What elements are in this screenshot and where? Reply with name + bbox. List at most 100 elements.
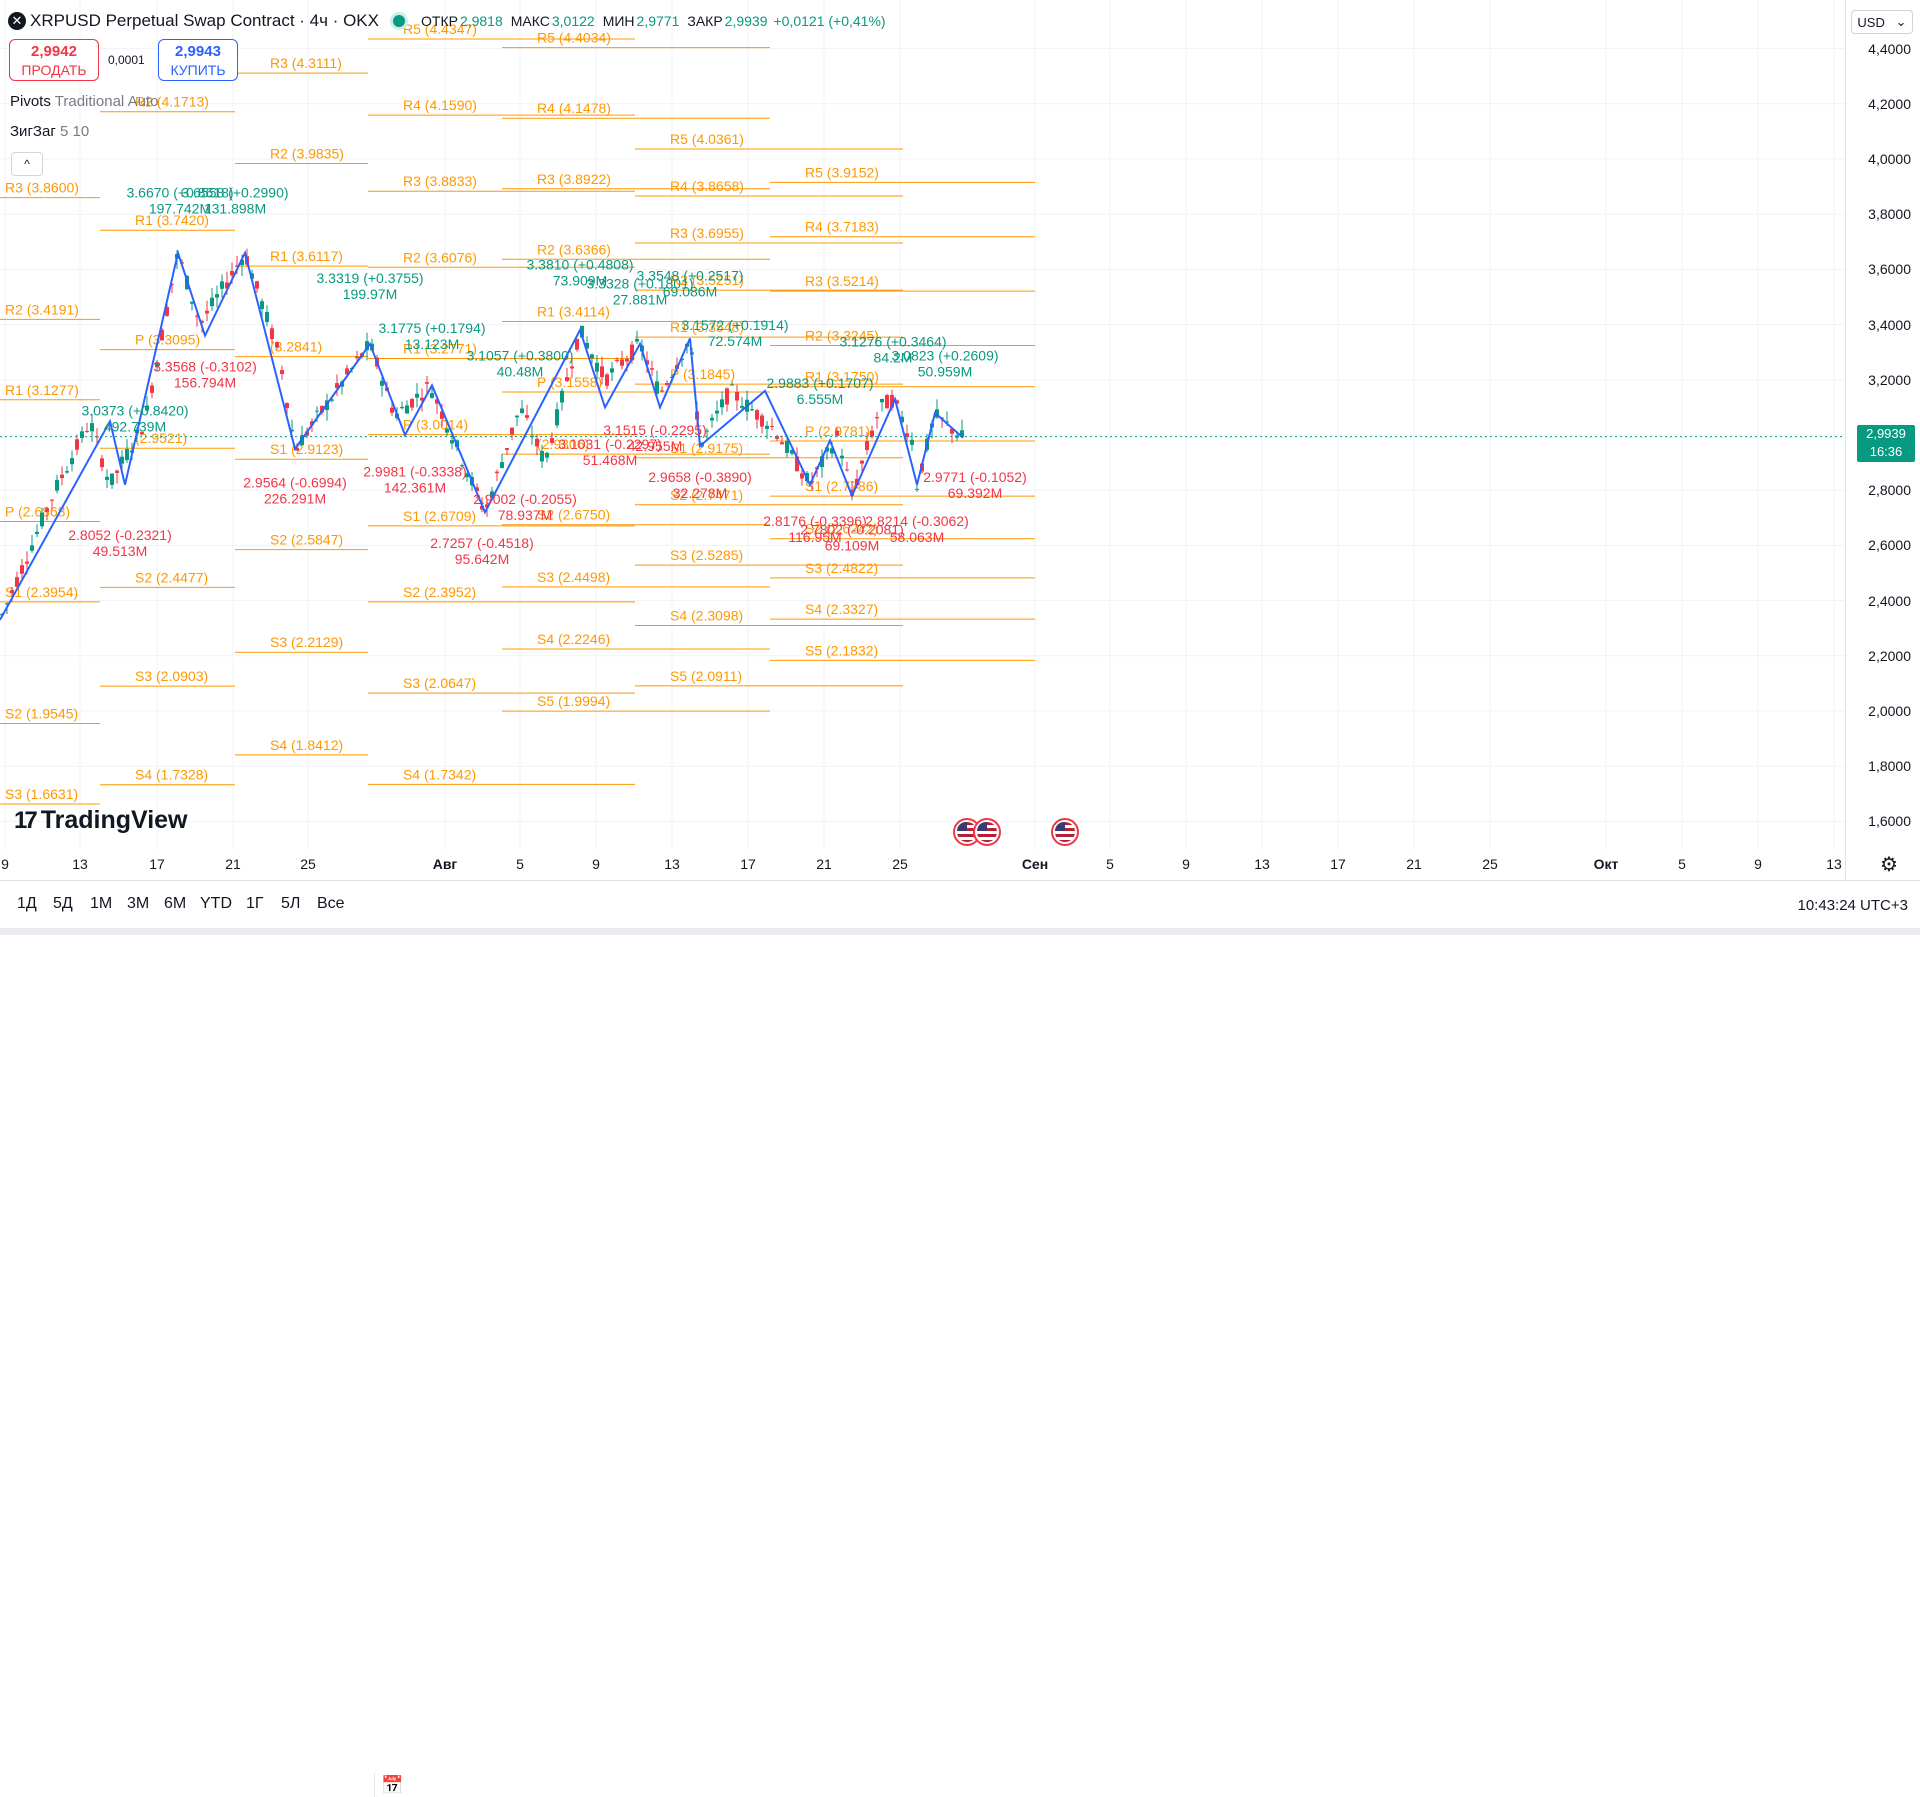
zigzag-label: 3.1276 (+0.3464)	[839, 334, 946, 350]
candle-body	[330, 399, 334, 401]
pivot-label: S3 (2.4822)	[805, 560, 878, 576]
candle-body	[490, 491, 494, 498]
candle-body	[870, 430, 874, 437]
range-button-5Л[interactable]: 5Л	[281, 895, 301, 912]
candle-body	[750, 409, 754, 411]
candle-body	[225, 282, 229, 289]
candle-body	[205, 310, 209, 314]
candle-body	[650, 368, 654, 370]
candle-body	[520, 408, 524, 413]
candle-body	[10, 590, 14, 594]
calendar-icon[interactable]: 📅	[374, 1773, 407, 1797]
candle-body	[280, 370, 284, 374]
candle-body	[555, 409, 559, 426]
zigzag-label: 2.8176 (-0.3396)	[763, 513, 867, 529]
price-chart[interactable]: R3 (3.8600) R2 (3.4191) R1 (3.1277) P (2.68…	[0, 0, 1845, 880]
range-button-Все[interactable]: Все	[317, 895, 345, 912]
range-button-5Д[interactable]: 5Д	[53, 895, 73, 912]
range-button-3М[interactable]: 3М	[127, 895, 150, 912]
bottom-strip	[0, 928, 1920, 935]
symbol-legend: ✕ XRPUSD Perpetual Swap Contract · 4ч · …	[8, 8, 886, 34]
time-tick-label: Авг	[432, 856, 458, 872]
candle-body	[765, 425, 769, 429]
candle-body	[795, 456, 799, 472]
sell-button[interactable]: 2,9942 ПРОДАТЬ	[9, 39, 99, 81]
range-button-YTD[interactable]: YTD	[200, 895, 232, 912]
zigzag-label: 3.1572 (+0.1914)	[681, 317, 788, 333]
candle-body	[620, 359, 624, 366]
candle-body	[855, 478, 859, 486]
currency-select[interactable]: USD ⌄	[1851, 10, 1913, 34]
candle-body	[35, 531, 39, 534]
zigzag-volume-label: 492.739M	[104, 419, 166, 435]
pivot-label: S1 (2.3954)	[5, 584, 78, 600]
zigzag-volume-label: 95.642M	[455, 551, 509, 567]
gear-icon[interactable]: ⚙	[1880, 853, 1898, 876]
pivot-label: R1 (3.3548)	[670, 319, 744, 335]
indicator-pivots[interactable]: Pivots Traditional Auto	[10, 93, 158, 110]
zigzag-label: 3.3548 (+0.2517)	[636, 267, 743, 283]
time-axis[interactable]: 9 13 17 21 25 Авг 5 9 13 17 21 25 Сен 5 9 13 17 21 25 Окт 5 9…	[0, 850, 1845, 880]
tradingview-logo[interactable]: 17 TradingView	[14, 806, 188, 835]
zigzag-volume-label: 199.97M	[343, 286, 397, 302]
candle-body	[410, 398, 414, 408]
zigzag-volume-label: 69.392M	[948, 485, 1002, 501]
bar-countdown: 16:36	[1869, 444, 1903, 459]
zigzag-volume-label: 131.898M	[204, 201, 266, 217]
x-logo-icon: ✕	[8, 12, 26, 30]
candle-body	[140, 432, 144, 435]
currency-value: USD	[1857, 14, 1885, 30]
collapse-legend-button[interactable]: ^	[11, 152, 43, 176]
pivot-label: R3 (4.3111)	[270, 55, 342, 71]
zigzag-line	[0, 249, 964, 621]
range-button-1Д[interactable]: 1Д	[17, 895, 37, 912]
candle-body	[195, 315, 199, 317]
pivot-label: R5 (4.4034)	[537, 30, 611, 46]
range-button-1М[interactable]: 1М	[90, 895, 113, 912]
symbol-title[interactable]: XRPUSD Perpetual Swap Contract · 4ч · OK…	[30, 11, 379, 30]
candle-body	[235, 265, 239, 267]
indicator-zigzag[interactable]: ЗигЗаг 5 10	[10, 123, 89, 140]
candle-body	[565, 377, 569, 382]
bottom-toolbar: 1Д 5Д 1М 3М 6М YTD 1Г 5Л Все 📅 10:43:24 UTC+3	[0, 880, 1920, 1797]
pivot-label: P (3.0014)	[403, 417, 468, 433]
candle-body	[735, 392, 739, 401]
candle-body	[25, 561, 29, 564]
pivot-label: S4 (2.3327)	[805, 601, 878, 617]
buy-button[interactable]: 2,9943 КУПИТЬ	[158, 39, 238, 81]
indicator-name: Pivots	[10, 93, 51, 110]
zigzag-label: 3.3568 (-0.3102)	[153, 359, 257, 375]
candle-body	[210, 297, 214, 307]
pivot-label: R5 (4.0361)	[670, 131, 744, 147]
pivot-label: P (3.3095)	[135, 332, 200, 348]
candle-body	[75, 439, 79, 450]
zigzag-label: 2.8214 (-0.3062)	[865, 513, 969, 529]
candle-body	[950, 428, 954, 434]
zigzag-volume-label: 69.086M	[663, 283, 717, 299]
candle-body	[515, 415, 519, 418]
price-tick-label: 3,6000	[1868, 261, 1911, 278]
candle-body	[100, 458, 104, 468]
price-tick-label: 4,4000	[1868, 40, 1911, 57]
chart-canvas[interactable]: R3 (3.8600) R2 (3.4191) R1 (3.1277) P (2.68…	[0, 0, 1845, 880]
pivot-label: R1 (3.6117)	[270, 248, 343, 264]
pivot-label: S3 (2.0903)	[135, 668, 208, 684]
candle-body	[15, 577, 19, 587]
time-tick-label: 17	[1330, 856, 1346, 872]
us-flag-icon[interactable]	[1051, 818, 1079, 846]
zigzag-volume-label: 6.555M	[797, 391, 844, 407]
us-flag-icon[interactable]	[973, 818, 1001, 846]
pivot-label: R4 (4.1590)	[403, 97, 477, 113]
candle-body	[785, 441, 789, 453]
pivot-label: S2 (1.9545)	[5, 706, 78, 722]
candle-body	[630, 344, 634, 361]
time-tick-label: 13	[1254, 856, 1270, 872]
range-button-6М[interactable]: 6М	[164, 895, 187, 912]
price-tick-label: 3,2000	[1868, 371, 1911, 388]
pivot-label: R1 (3.1750)	[805, 369, 879, 385]
range-button-1Г[interactable]: 1Г	[246, 895, 264, 912]
candle-body	[635, 338, 639, 342]
candle-body	[710, 417, 714, 421]
clock[interactable]: 10:43:24 UTC+3	[1797, 897, 1909, 914]
candle-body	[90, 423, 94, 432]
